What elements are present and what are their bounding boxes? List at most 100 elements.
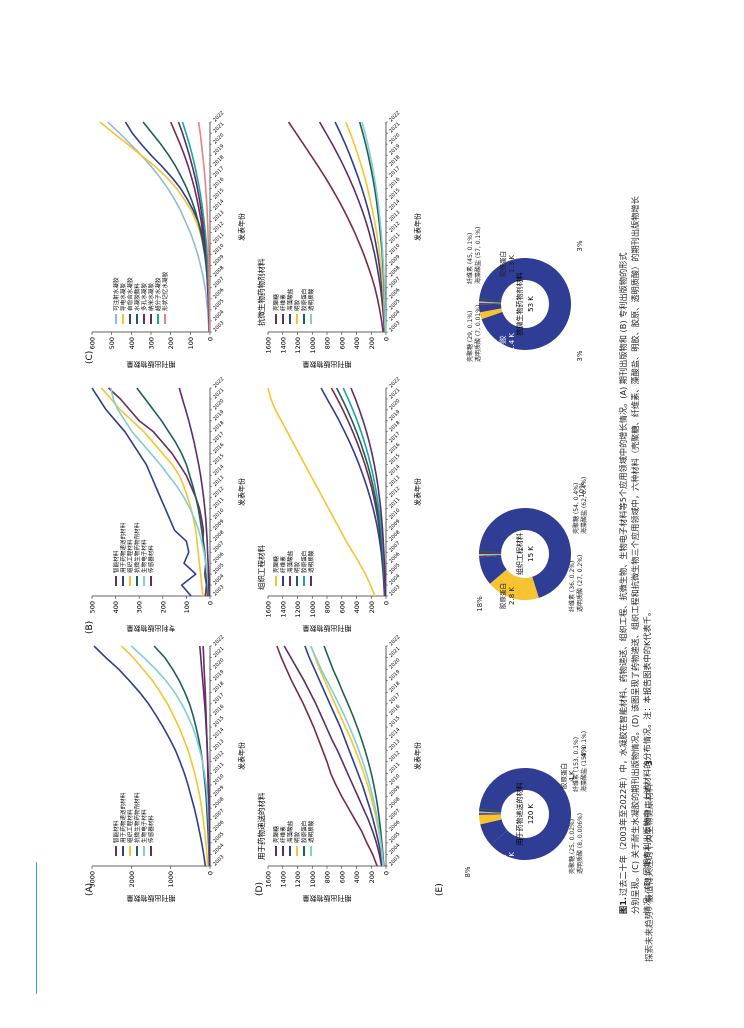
slice-note: 透明质酸 (27, 0.2%)	[576, 555, 584, 612]
legend-label: 纳米水凝胶	[147, 283, 155, 311]
x-tick-label: 2017	[212, 692, 225, 705]
y-axis-title: 期刊出版物数量	[127, 360, 176, 369]
donut-slice	[479, 554, 502, 558]
x-tick-label: 2018	[388, 420, 401, 433]
y-axis-title: 期刊出版物数量	[303, 360, 352, 369]
x-tick-label: 2012	[388, 486, 401, 499]
slice-name: 胶原蛋白	[498, 583, 507, 609]
x-tick-label: 2007	[388, 808, 401, 821]
x-tick-label: 2019	[212, 669, 225, 682]
running-title: 探索未来趋势：最值得关注的十大生物健康材料	[644, 783, 655, 962]
series-line	[323, 645, 385, 867]
x-tick-label: 2005	[388, 562, 401, 575]
x-tick-label: 2010	[212, 773, 225, 786]
y-tick-label: 2000	[128, 871, 136, 888]
x-tick-label: 2010	[388, 243, 401, 256]
x-tick-label: 2003	[212, 320, 225, 333]
x-tick-label: 2007	[388, 276, 401, 289]
x-tick-label: 2011	[388, 497, 401, 510]
x-tick-label: 2005	[388, 831, 401, 844]
line-chart-c: 0100200300400500600200320042005200620072…	[89, 110, 247, 369]
x-tick-label: 2013	[388, 210, 401, 223]
y-tick-label: 400	[353, 601, 361, 613]
x-tick-label: 2022	[212, 634, 225, 647]
x-tick-label: 2006	[388, 551, 401, 564]
slice-value: 1.4 K	[508, 333, 516, 351]
donut-slice	[478, 553, 502, 556]
donut-slice	[478, 813, 502, 815]
x-tick-label: 2017	[212, 165, 225, 178]
legend-label: 壳聚糖	[272, 556, 280, 573]
legend-label: 纤维素	[279, 556, 287, 573]
donut-slice	[479, 301, 502, 304]
donut-center-total: 15 K	[527, 546, 535, 562]
caption-label: 图1.	[618, 897, 628, 914]
x-tick-label: 2006	[388, 819, 401, 832]
x-tick-label: 2008	[212, 529, 225, 542]
legend-label: 明胶	[293, 561, 301, 573]
x-tick-label: 2017	[388, 692, 401, 705]
x-tick-label: 2007	[212, 808, 225, 821]
x-tick-label: 2005	[212, 831, 225, 844]
legend-label: 壳聚糖	[272, 294, 280, 311]
y-tick-label: 600	[338, 871, 346, 883]
legend-label: 胶原蛋白	[300, 289, 308, 311]
x-tick-label: 2003	[388, 320, 401, 333]
legend-label: 形状记忆水凝胶	[161, 271, 169, 311]
donut-slice	[479, 550, 502, 554]
y-tick-label: 600	[89, 337, 97, 349]
series-line	[100, 387, 204, 597]
panel-label-c: (C)	[85, 351, 95, 364]
y-tick-label: 1600	[265, 601, 273, 618]
series-line	[283, 645, 383, 867]
legend-label: 导电水凝胶	[119, 283, 127, 311]
x-tick-label: 2020	[212, 657, 225, 670]
x-axis-title: 发表年份	[413, 478, 422, 506]
x-tick-label: 2005	[212, 298, 225, 311]
donut-center-title: 用于药物递送的材料	[515, 783, 524, 846]
panel-label-e: (E)	[435, 883, 445, 896]
legend-label: 用于药物递送的材料	[119, 522, 127, 573]
x-tick-label: 2008	[388, 265, 401, 278]
x-tick-label: 2009	[388, 518, 401, 531]
slice-value: 4 K	[568, 770, 576, 782]
x-axis-title: 发表年份	[237, 742, 246, 770]
x-tick-label: 2022	[212, 376, 225, 389]
x-tick-label: 2011	[212, 762, 225, 775]
x-tick-label: 2014	[388, 464, 401, 477]
x-tick-label: 2019	[388, 669, 401, 682]
x-tick-label: 2018	[212, 420, 225, 433]
x-tick-label: 2011	[212, 497, 225, 510]
y-tick-label: 600	[338, 337, 346, 349]
y-axis-title: 期刊出版物数量	[127, 894, 176, 903]
slice-pct: 4%	[580, 746, 588, 757]
y-tick-label: 1600	[265, 871, 273, 888]
y-tick-label: 400	[353, 337, 361, 349]
x-tick-label: 2005	[388, 298, 401, 311]
donut-slice	[479, 552, 502, 554]
line-chart-a: 0 1000 2000 3000 200320042005200620072008200…	[89, 634, 247, 903]
x-tick-label: 2018	[212, 154, 225, 167]
x-tick-label: 2012	[212, 750, 225, 763]
y-tick-label: 1200	[294, 871, 302, 888]
x-tick-label: 2013	[212, 210, 225, 223]
x-tick-label: 2003	[388, 854, 401, 867]
x-tick-label: 2020	[212, 398, 225, 411]
x-tick-label: 2011	[212, 232, 225, 245]
legend-label: 抗微生物药物剂材料	[133, 522, 141, 573]
x-tick-label: 2004	[388, 843, 401, 856]
x-tick-label: 2016	[388, 442, 401, 455]
donut-slice-main	[479, 508, 571, 598]
x-tick-label: 2013	[212, 475, 225, 488]
y-tick-label: 3000	[89, 871, 97, 888]
y-tick-label: 800	[324, 337, 332, 349]
chart-title: 用于药物递送的材料	[256, 792, 266, 860]
x-tick-label: 2012	[212, 221, 225, 234]
x-tick-label: 2020	[388, 657, 401, 670]
slice-note: 壳聚糖 (29, 0.1%)	[466, 311, 474, 362]
legend-label: 智能材料	[112, 820, 120, 843]
x-tick-label: 2016	[212, 442, 225, 455]
x-tick-label: 2015	[212, 453, 225, 466]
x-tick-label: 2021	[212, 646, 225, 659]
x-tick-label: 2019	[388, 143, 401, 156]
